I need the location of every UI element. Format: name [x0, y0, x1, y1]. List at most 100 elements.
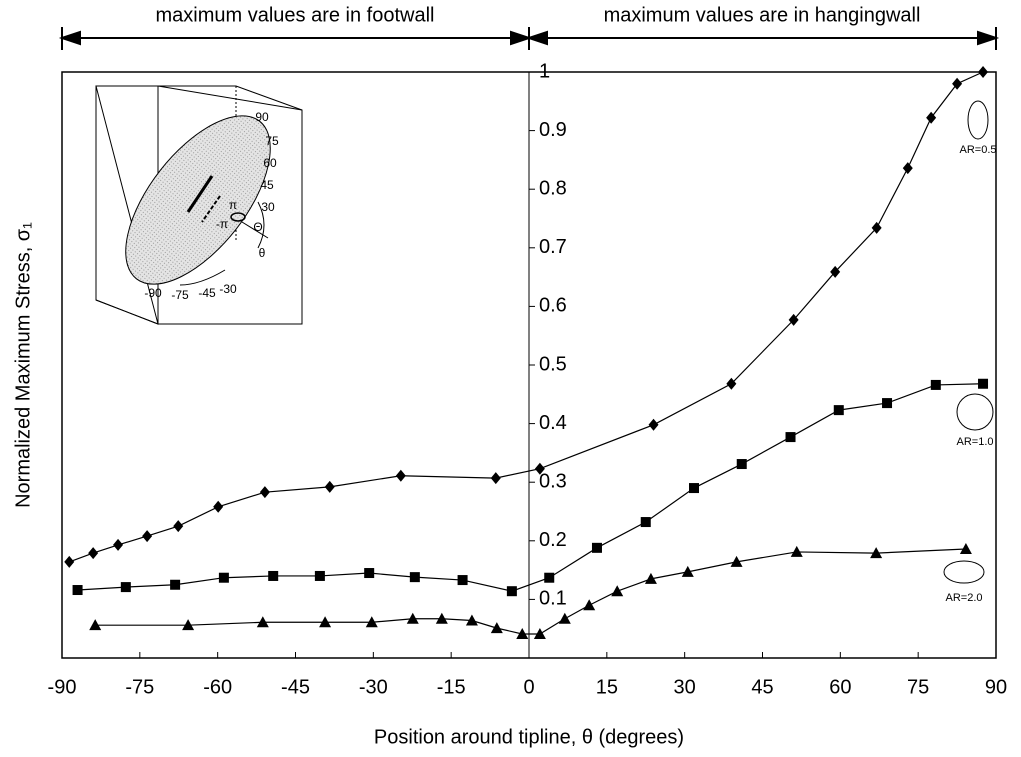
inset-label: -30 [219, 282, 237, 296]
data-point [978, 378, 989, 389]
data-point [406, 612, 419, 624]
data-point [978, 66, 989, 78]
data-point [173, 520, 184, 533]
inset-label: 30 [261, 200, 275, 214]
data-point [533, 627, 546, 639]
data-point [785, 432, 796, 443]
data-point [88, 547, 99, 560]
y-tick-label: 0.8 [539, 177, 567, 199]
data-point [591, 542, 602, 553]
data-point [72, 585, 83, 596]
x-tick-label: 90 [985, 676, 1007, 698]
annotation: maximum values are in hangingwall [604, 4, 921, 26]
data-point [830, 265, 841, 278]
annotation: maximum values are in footwall [156, 4, 435, 26]
data-point [681, 565, 694, 577]
y-tick-label: 0.2 [539, 529, 567, 551]
data-point [788, 313, 799, 326]
inset-label: -90 [144, 286, 162, 300]
data-point [120, 582, 131, 593]
data-point [952, 77, 963, 90]
data-point [516, 627, 529, 639]
data-point [902, 162, 913, 175]
y-tick-label: 0.1 [539, 588, 567, 610]
data-point [882, 398, 893, 409]
x-axis-label: Position around tipline, θ (degrees) [374, 726, 684, 748]
inset-label: -45 [198, 286, 216, 300]
inset-label: θ [259, 246, 266, 260]
ar-glyph [943, 560, 985, 584]
data-point [457, 575, 468, 586]
data-point [926, 111, 937, 124]
data-point [833, 405, 844, 416]
data-point [314, 570, 325, 581]
data-point [324, 480, 335, 493]
data-point [534, 462, 545, 475]
data-point [256, 616, 269, 628]
inset-label: 90 [255, 110, 269, 124]
y-tick-label: 1 [539, 60, 550, 82]
series-line [77, 383, 984, 592]
x-tick-label: 30 [674, 676, 696, 698]
inset-labels: 90 75 60 45 30 π-π Θθ -90 -75 -45 -30 [144, 110, 279, 302]
series-label: AR=0.5 [960, 144, 997, 156]
data-point [871, 221, 882, 234]
data-point [395, 469, 406, 482]
x-tick-label: 0 [523, 676, 534, 698]
x-tick-label: -60 [203, 676, 232, 698]
y-tick-label: 0.3 [539, 470, 567, 492]
data-point [364, 568, 375, 579]
data-point [930, 379, 941, 390]
data-point [611, 585, 624, 597]
data-point [736, 459, 747, 470]
data-point [689, 483, 700, 494]
y-axis-label: Normalized Maximum Stress, σ₁ [12, 222, 34, 508]
inset-label: 60 [263, 156, 277, 170]
data-point [648, 418, 659, 431]
data-point [490, 472, 501, 485]
x-tick-label: 60 [829, 676, 851, 698]
inset-label: -75 [171, 288, 189, 302]
data-point [218, 572, 229, 583]
inset-label: -π [216, 217, 228, 231]
data-point [170, 579, 181, 590]
data-point [640, 517, 651, 528]
data-point [726, 377, 737, 390]
x-tick-label: 75 [907, 676, 929, 698]
data-point [365, 616, 378, 628]
data-point [870, 547, 883, 559]
ar-glyph [956, 393, 994, 431]
annotation-arrows [58, 27, 1000, 50]
series-line [95, 548, 966, 635]
x-tick-label: -15 [437, 676, 466, 698]
data-point [142, 530, 153, 543]
ar-glyph [967, 100, 989, 140]
inset-label: 75 [265, 134, 279, 148]
series-label: AR=1.0 [957, 436, 994, 448]
data-point [790, 545, 803, 557]
data-point [583, 599, 596, 611]
data-point [730, 555, 743, 567]
series-label: AR=2.0 [946, 592, 983, 604]
inset-label: Θ [253, 220, 262, 234]
data-point [959, 543, 972, 555]
data-point [465, 614, 478, 626]
x-tick-label: 15 [596, 676, 618, 698]
x-tick-label: 45 [751, 676, 773, 698]
inset-label: π [229, 198, 237, 212]
y-tick-label: 0.4 [539, 412, 567, 434]
data-point [319, 616, 332, 628]
data-point [544, 572, 555, 583]
data-point [113, 538, 124, 551]
inset-diagram [95, 85, 303, 325]
data-point [490, 622, 503, 634]
y-tick-label: 0.7 [539, 236, 567, 258]
x-tick-label: -75 [125, 676, 154, 698]
data-point [259, 486, 270, 499]
data-point [409, 572, 420, 583]
series-line [69, 71, 984, 563]
data-point [182, 619, 195, 631]
data-point [213, 500, 224, 513]
